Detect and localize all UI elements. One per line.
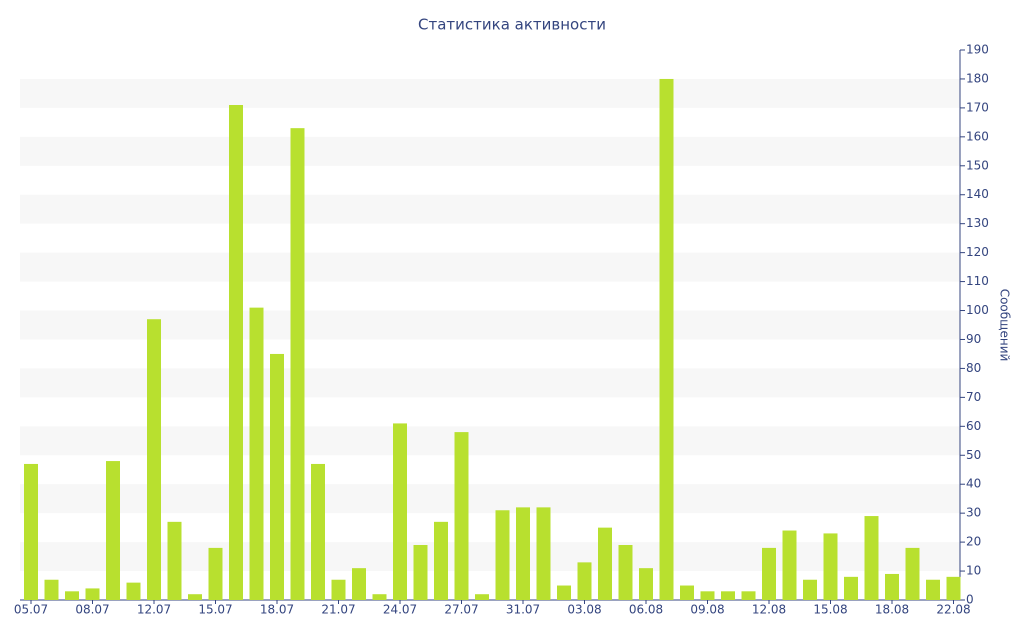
- bar: [393, 423, 407, 600]
- bar: [65, 591, 79, 600]
- bar: [24, 463, 38, 600]
- grid-band: [20, 426, 960, 456]
- grid-band: [20, 484, 960, 514]
- y-tick-label: 0: [966, 593, 974, 607]
- bar: [762, 547, 776, 600]
- bar: [454, 432, 469, 600]
- y-tick-label: 80: [966, 361, 981, 375]
- bar: [85, 588, 100, 600]
- bar: [618, 545, 633, 600]
- x-tick-label: 05.07: [14, 603, 48, 617]
- grid-band: [20, 252, 960, 282]
- y-tick-label: 130: [966, 216, 989, 230]
- y-tick-label: 60: [966, 419, 981, 433]
- y-tick-label: 40: [966, 477, 981, 491]
- x-tick-label: 27.07: [444, 603, 478, 617]
- grid-band: [20, 78, 960, 108]
- bar: [495, 510, 510, 600]
- x-tick-label: 31.07: [506, 603, 540, 617]
- bar: [823, 533, 838, 600]
- bar: [44, 579, 59, 600]
- y-tick-label: 20: [966, 535, 981, 549]
- grid-band: [20, 368, 960, 398]
- bar: [126, 582, 141, 600]
- y-tick-label: 50: [966, 448, 981, 462]
- bar: [598, 527, 612, 600]
- bar: [926, 579, 940, 600]
- bar: [434, 521, 448, 600]
- chart-title: Статистика активности: [418, 16, 606, 34]
- y-tick-label: 90: [966, 332, 981, 346]
- x-tick-label: 12.07: [137, 603, 171, 617]
- y-tick-label: 100: [966, 303, 989, 317]
- bar: [290, 128, 305, 600]
- y-tick-label: 180: [966, 71, 989, 85]
- bar: [680, 585, 694, 600]
- y-tick-label: 170: [966, 100, 989, 114]
- bar: [106, 461, 120, 600]
- bar: [249, 307, 264, 600]
- bar: [536, 507, 551, 600]
- y-tick-label: 190: [966, 43, 989, 57]
- bar: [372, 594, 387, 600]
- x-tick-label: 03.08: [567, 603, 601, 617]
- bar: [167, 521, 182, 600]
- bar: [659, 78, 674, 600]
- bar: [721, 591, 735, 600]
- x-tick-label: 24.07: [383, 603, 417, 617]
- bar: [864, 516, 879, 600]
- bar: [147, 319, 161, 600]
- y-tick-label: 120: [966, 245, 989, 259]
- x-tick-label: 15.08: [813, 603, 847, 617]
- y-tick-label: 10: [966, 564, 981, 578]
- y-tick-label: 110: [966, 274, 989, 288]
- grid-band: [20, 136, 960, 166]
- y-tick-label: 70: [966, 390, 981, 404]
- bar: [270, 353, 284, 600]
- bar: [208, 547, 223, 600]
- y-tick-label: 160: [966, 129, 989, 143]
- bar: [782, 530, 797, 600]
- bar: [352, 568, 366, 600]
- x-tick-label: 08.07: [75, 603, 109, 617]
- bar: [557, 585, 571, 600]
- bar: [844, 576, 858, 600]
- bar: [516, 507, 530, 600]
- bar: [700, 591, 715, 600]
- bar: [803, 579, 817, 600]
- bar: [475, 594, 489, 600]
- bar: [229, 105, 243, 600]
- bar: [331, 579, 346, 600]
- x-tick-label: 18.07: [260, 603, 294, 617]
- y-tick-label: 30: [966, 506, 981, 520]
- y-axis-label: Сообщений: [998, 289, 1012, 362]
- bar: [946, 576, 961, 600]
- bar: [413, 545, 428, 600]
- bar: [639, 568, 653, 600]
- bar: [311, 463, 325, 600]
- x-tick-label: 18.08: [875, 603, 909, 617]
- y-tick-label: 150: [966, 158, 989, 172]
- bar: [577, 562, 592, 600]
- x-tick-label: 12.08: [752, 603, 786, 617]
- x-tick-label: 22.08: [936, 603, 970, 617]
- x-tick-label: 21.07: [321, 603, 355, 617]
- x-tick-label: 15.07: [198, 603, 232, 617]
- grid-band: [20, 310, 960, 340]
- bar: [188, 594, 202, 600]
- grid-band: [20, 194, 960, 224]
- y-tick-label: 140: [966, 187, 989, 201]
- x-tick-label: 09.08: [690, 603, 724, 617]
- bar: [885, 573, 899, 600]
- x-tick-label: 06.08: [629, 603, 663, 617]
- bar: [905, 547, 920, 600]
- bar: [741, 591, 756, 600]
